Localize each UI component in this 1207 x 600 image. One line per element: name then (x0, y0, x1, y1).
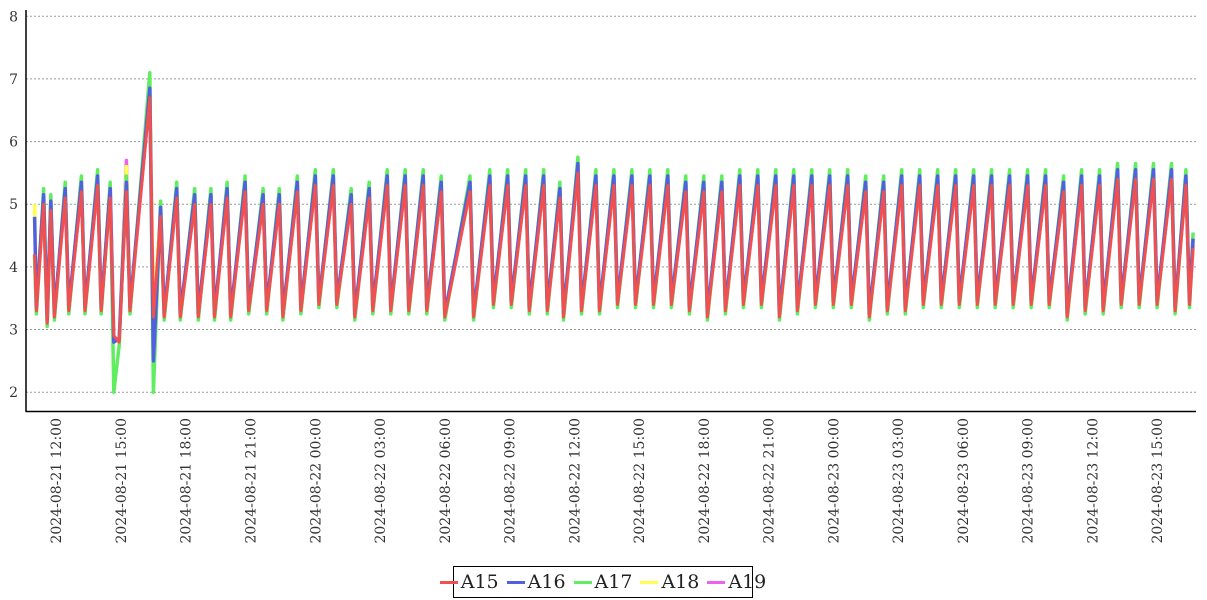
x-tick-label: 2024-08-23 00:00 (826, 418, 842, 544)
x-tick-label: 2024-08-21 21:00 (244, 418, 260, 544)
y-tick-label: 7 (9, 72, 18, 88)
legend-swatch (707, 580, 726, 584)
legend-label: A15 (460, 571, 499, 593)
y-tick-label: 4 (9, 260, 18, 276)
legend-item-a16: A16 (506, 571, 566, 593)
gridlines (26, 15, 1198, 393)
x-tick-label: 2024-08-23 12:00 (1085, 418, 1101, 544)
legend-item-a15: A15 (439, 571, 499, 593)
x-tick-label: 2024-08-22 18:00 (697, 418, 713, 544)
legend-label: A19 (728, 571, 767, 593)
x-tick-label: 2024-08-21 18:00 (179, 418, 195, 544)
x-tick-labels: 2024-08-21 12:00 2024-08-21 15:00 2024-08-… (49, 418, 1166, 544)
legend-label: A17 (594, 571, 633, 593)
y-tick-label: 8 (9, 9, 18, 25)
x-tick-label: 2024-08-22 15:00 (632, 418, 648, 544)
x-tick-label: 2024-08-23 03:00 (891, 418, 907, 544)
series-lines (32, 70, 1195, 394)
legend-swatch (439, 580, 458, 584)
legend-item-a18: A18 (640, 571, 699, 593)
y-tick-label: 5 (9, 197, 18, 213)
series-line-a15 (33, 96, 1195, 344)
legend-item-a19: A19 (707, 571, 766, 593)
y-tick-label: 2 (9, 385, 18, 401)
legend-swatch (573, 580, 592, 584)
x-tick-label: 2024-08-22 21:00 (762, 418, 778, 544)
y-tick-label: 6 (9, 135, 18, 151)
legend-label: A18 (661, 571, 700, 593)
axes (25, 10, 1196, 413)
x-tick-label: 2024-08-22 00:00 (308, 418, 324, 544)
y-tick-labels: 2 3 4 5 6 7 8 (9, 9, 18, 401)
legend-item-a17: A17 (573, 571, 633, 593)
legend-swatch (506, 580, 525, 584)
x-tick-label: 2024-08-21 12:00 (49, 418, 65, 544)
x-tick-label: 2024-08-23 06:00 (956, 418, 972, 544)
legend-swatch (640, 580, 659, 584)
legend: A15 A16 A17 A18 A19 (439, 566, 766, 598)
y-tick-label: 3 (9, 323, 18, 339)
x-tick-label: 2024-08-23 15:00 (1150, 418, 1166, 544)
x-tick-label: 2024-08-21 15:00 (114, 418, 130, 544)
x-tick-label: 2024-08-22 09:00 (503, 418, 519, 544)
x-tick-label: 2024-08-23 09:00 (1021, 418, 1037, 544)
x-tick-label: 2024-08-22 12:00 (567, 418, 583, 544)
x-tick-label: 2024-08-22 06:00 (438, 418, 454, 544)
legend-label: A16 (527, 571, 566, 593)
x-tick-label: 2024-08-22 03:00 (373, 418, 389, 544)
